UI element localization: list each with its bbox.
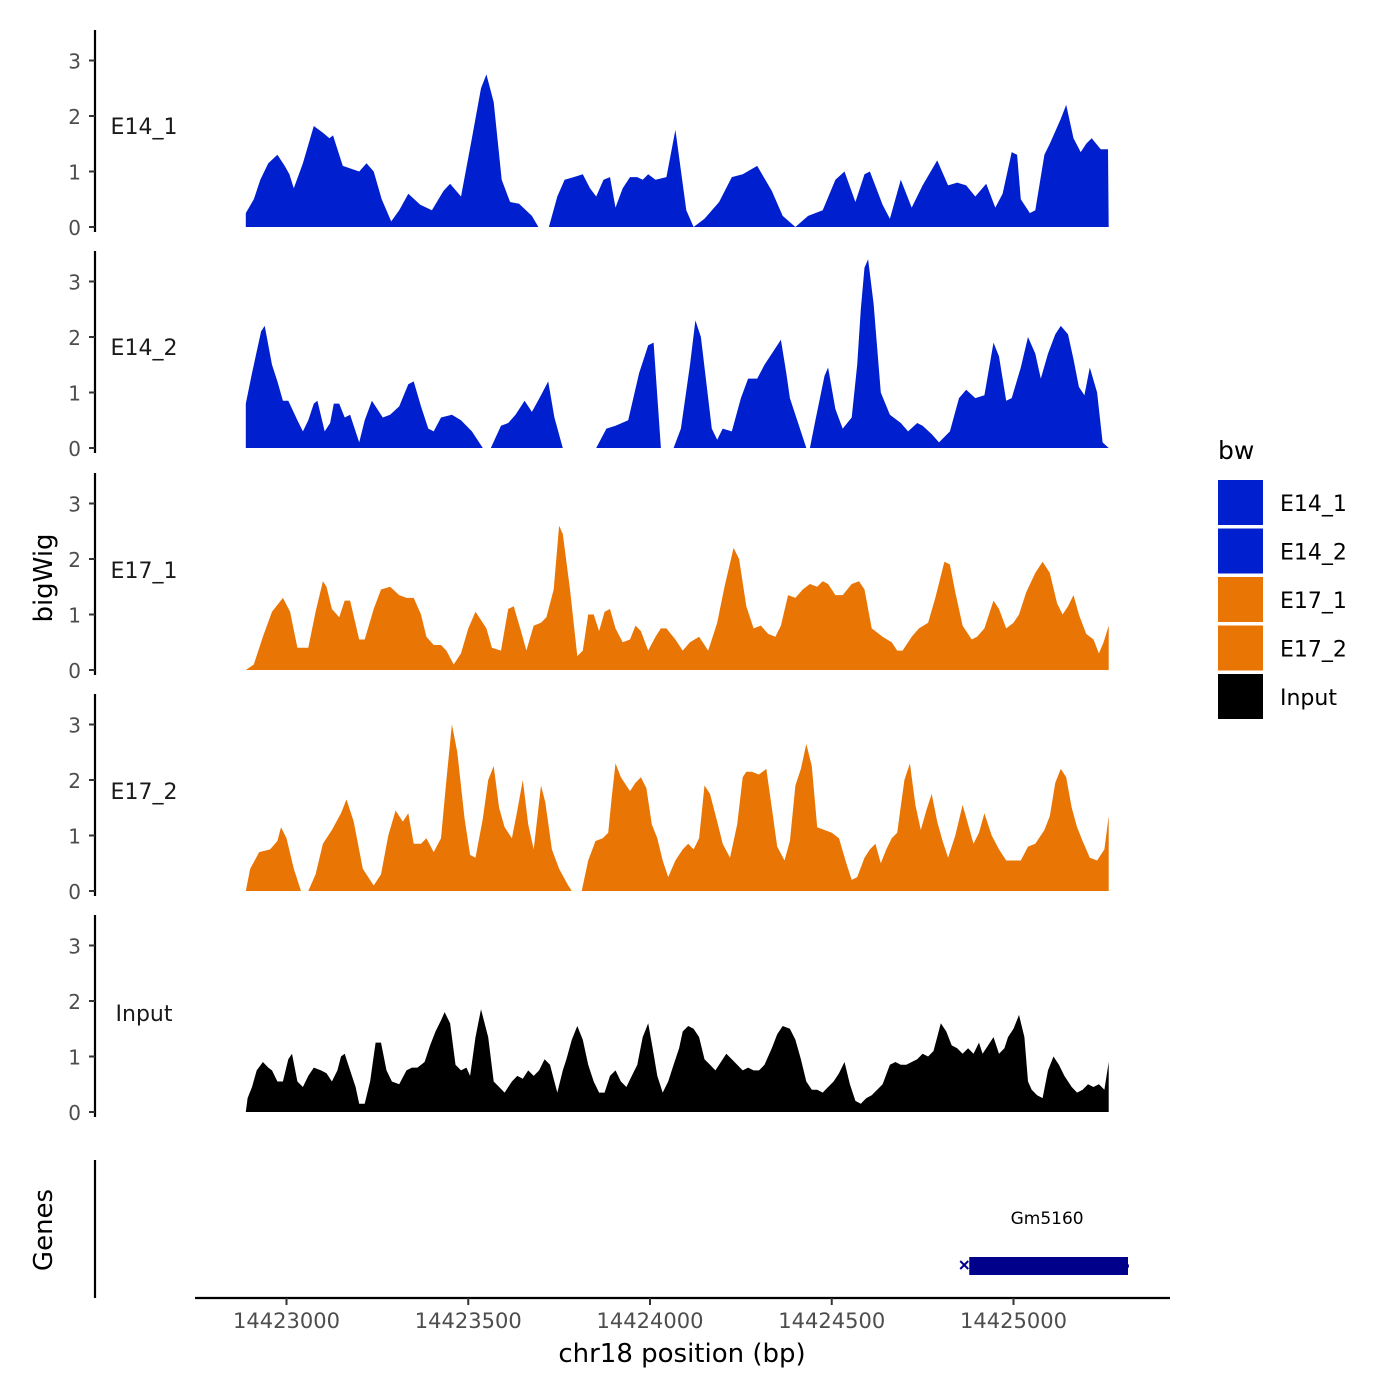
- y-tick-label: 0: [68, 659, 81, 683]
- coverage-area: [673, 320, 807, 448]
- legend-label: E17_2: [1280, 638, 1347, 663]
- y-tick-label: 3: [68, 493, 81, 517]
- gene-label: Gm5160: [1011, 1209, 1084, 1229]
- x-tick-label: 14423500: [415, 1309, 522, 1333]
- legend-swatch: [1218, 528, 1263, 574]
- y-tick-label: 0: [68, 216, 81, 240]
- legend-label: E14_1: [1280, 492, 1347, 517]
- x-tick-label: 14425000: [960, 1309, 1067, 1333]
- y-tick-label: 1: [68, 825, 81, 849]
- coverage-area: [809, 259, 1109, 448]
- track-e17-1: 0 1 2 3 E17_1: [68, 473, 1109, 683]
- y-tick-label: 0: [68, 880, 81, 904]
- coverage-area: [308, 724, 572, 891]
- track-label: E17_1: [111, 559, 178, 584]
- coverage-area: [245, 525, 1109, 670]
- y-tick-label: 0: [68, 1101, 81, 1125]
- coverage-area: [245, 74, 539, 228]
- coverage-area: [245, 1009, 1109, 1112]
- y-tick-label: 1: [68, 382, 81, 406]
- y-tick-label: 3: [68, 935, 81, 959]
- y-tick-label: 3: [68, 714, 81, 738]
- legend-entry-input: Input: [1218, 674, 1337, 719]
- y-tick-label: 0: [68, 437, 81, 461]
- legend-entry-e17-2: E17_2: [1218, 625, 1347, 671]
- track-e14-1: 0 1 2 3 E14_1: [68, 30, 1109, 240]
- gene-gm5160: Gm5160: [959, 1209, 1130, 1275]
- coverage-area: [596, 342, 661, 448]
- legend-entry-e14-2: E14_2: [1218, 528, 1347, 574]
- y-tick-label: 2: [68, 990, 81, 1014]
- strand-arrow-icon: [959, 1260, 969, 1270]
- y-tick-label: 2: [68, 769, 81, 793]
- legend-entry-e17-1: E17_1: [1218, 577, 1347, 622]
- legend-swatch: [1218, 674, 1263, 719]
- legend-label: Input: [1280, 686, 1337, 711]
- coverage-area: [548, 104, 1109, 227]
- legend-entry-e14-1: E14_1: [1218, 480, 1347, 525]
- x-tick-label: 14424000: [597, 1309, 704, 1333]
- y-tick-label: 1: [68, 604, 81, 628]
- legend-swatch: [1218, 577, 1263, 622]
- genes-layer: Gm5160: [93, 1160, 1130, 1298]
- legend-label: E14_2: [1280, 541, 1347, 566]
- track-label: E17_2: [111, 780, 178, 805]
- legend-label: E17_1: [1280, 589, 1347, 614]
- x-axis: 14423000 14423500 14424000 14424500 14425000: [195, 1296, 1170, 1333]
- y-tick-label: 3: [68, 50, 81, 74]
- track-label: E14_1: [111, 115, 178, 140]
- track-e14-2: 0 1 2 3 E14_2: [68, 251, 1109, 461]
- legend-title: bw: [1218, 436, 1254, 465]
- coverage-area: [581, 743, 1109, 891]
- y-axis-title: bigWig: [29, 533, 59, 622]
- gene-end-cap: [1123, 1263, 1130, 1269]
- y-tick-label: 2: [68, 105, 81, 129]
- legend: bw E14_1 E14_2 E17_1 E17_2 Input: [1218, 436, 1347, 719]
- track-label: E14_2: [111, 336, 178, 361]
- y-tick-label: 2: [68, 548, 81, 572]
- gene-body: [969, 1257, 1129, 1275]
- coverage-area: [490, 381, 563, 448]
- legend-swatch: [1218, 480, 1263, 525]
- coverage-area: [245, 827, 301, 891]
- x-axis-title: chr18 position (bp): [558, 1339, 805, 1369]
- x-tick-label: 14423000: [233, 1309, 340, 1333]
- y-tick-label: 2: [68, 326, 81, 350]
- track-e17-2: 0 1 2 3 E17_2: [68, 694, 1109, 904]
- tracks-layer: 0 1 2 3 E14_1 0 1 2 3 E14_2 0 1 2 3 E17_1 0 1 2 3 E17_2 0 1 2 3…: [68, 30, 1109, 1125]
- y-tick-label: 1: [68, 161, 81, 185]
- y-tick-label: 1: [68, 1046, 81, 1070]
- track-input: 0 1 2 3 Input: [68, 915, 1109, 1125]
- x-tick-label: 14424500: [778, 1309, 885, 1333]
- y-tick-label: 3: [68, 271, 81, 295]
- track-label: Input: [116, 1002, 173, 1027]
- coverage-area: [245, 325, 483, 448]
- genes-axis-title: Genes: [29, 1189, 59, 1271]
- legend-swatch: [1218, 625, 1263, 671]
